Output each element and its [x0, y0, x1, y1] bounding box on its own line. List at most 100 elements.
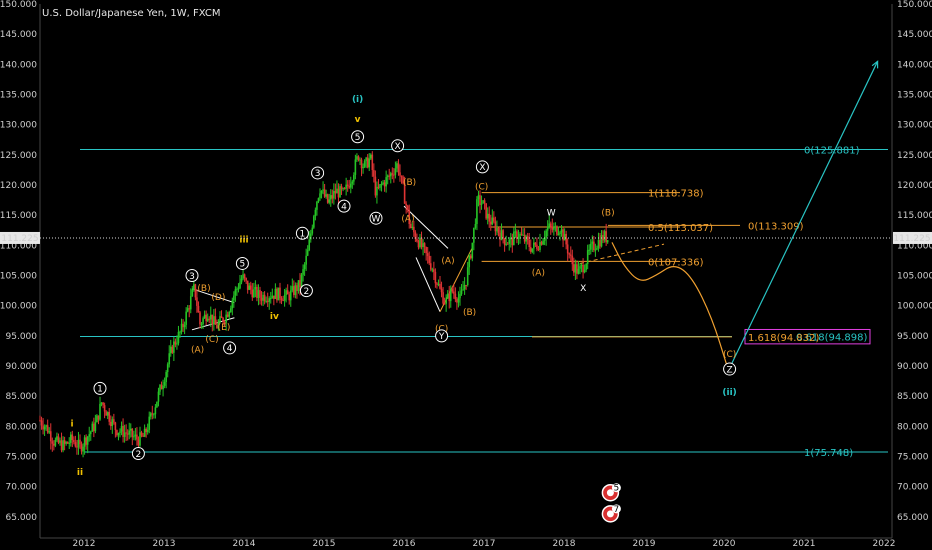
- candle-body: [416, 238, 418, 242]
- candle-body: [134, 434, 137, 437]
- fibonacci-levels: 0(125.881) 0.618(94.898) 1(75.748) 1(118.73…: [80, 146, 888, 459]
- x-tick-label: 2019: [633, 539, 656, 549]
- y-tick-label-left: 110.000: [0, 241, 37, 251]
- wave-label: X: [479, 163, 485, 173]
- candle-body: [388, 175, 391, 177]
- candle-body: [97, 415, 100, 420]
- candle-body: [117, 432, 120, 436]
- candle-body: [353, 174, 355, 182]
- candle-body: [94, 422, 97, 432]
- candle-body: [276, 288, 278, 301]
- wave-label: (B): [601, 208, 614, 218]
- candle-body: [182, 323, 184, 328]
- candle-body: [322, 189, 324, 191]
- candle-body: [569, 254, 572, 256]
- y-tick-label-right: 120.000: [897, 181, 932, 191]
- candle-body: [529, 247, 532, 252]
- candle-body: [474, 224, 477, 228]
- candle-body: [482, 200, 484, 204]
- x-tick-label: 2015: [313, 539, 336, 549]
- candle-body: [602, 235, 604, 241]
- candle-body: [436, 283, 438, 285]
- candle-body: [531, 248, 534, 252]
- candle-body: [357, 156, 360, 160]
- candle-body: [371, 154, 374, 171]
- wave-label: (A): [532, 269, 545, 279]
- wave-label-circle: [351, 130, 365, 144]
- candle-body: [365, 157, 367, 162]
- candle-body: [597, 240, 600, 249]
- candle-body: [68, 442, 71, 444]
- wave-label: 1: [300, 230, 306, 240]
- candle-body: [517, 237, 520, 239]
- candle-body: [348, 186, 351, 188]
- candle-body: [476, 199, 478, 225]
- event-badge-count-bg: [611, 483, 621, 493]
- candle-body: [51, 441, 54, 444]
- candle-body: [406, 205, 409, 210]
- wave-label: (C): [475, 182, 488, 192]
- candle-body: [269, 298, 272, 300]
- candle-body: [223, 321, 226, 323]
- candle-body: [268, 298, 271, 302]
- candle-body: [562, 229, 564, 241]
- candle-body: [146, 429, 149, 433]
- candle-body: [206, 318, 209, 322]
- candle-body: [265, 300, 267, 302]
- wave-label: (B): [403, 178, 416, 188]
- candle-body: [356, 156, 358, 160]
- candle-body: [49, 431, 52, 442]
- candle-body: [211, 314, 214, 325]
- candle-body: [282, 300, 284, 302]
- candle-body: [82, 446, 84, 452]
- candle-body: [393, 174, 395, 176]
- candle-body: [233, 295, 235, 301]
- candle-body: [243, 274, 246, 279]
- candle-body: [511, 237, 514, 246]
- candle-body: [457, 298, 460, 303]
- candle-body: [133, 436, 135, 438]
- wave-label-circle: [475, 160, 489, 174]
- wave-label-circle: [723, 362, 737, 376]
- candle-body: [520, 233, 523, 235]
- y-tick-label-left: 145.000: [0, 30, 37, 40]
- candle-body: [131, 428, 134, 437]
- wave-label-circle: [223, 341, 237, 355]
- y-tick-label-left: 150.000: [0, 0, 37, 10]
- candle-body: [176, 343, 178, 345]
- candle-body: [405, 203, 407, 206]
- y-tick-label-right: 65.000: [897, 513, 929, 523]
- candle-body: [334, 190, 337, 194]
- candle-body: [593, 241, 595, 250]
- wave-label: (A): [191, 345, 204, 355]
- candle-body: [376, 186, 378, 196]
- candle-body: [603, 231, 606, 241]
- x-tick-label: 2020: [713, 539, 736, 549]
- candle-body: [525, 236, 527, 242]
- candle-body: [274, 288, 277, 299]
- candle-body: [588, 249, 591, 251]
- candle-body: [468, 255, 471, 268]
- wave-label-circle: [295, 226, 309, 240]
- candle-body: [483, 200, 486, 204]
- candle-body: [251, 289, 254, 298]
- candle-body: [449, 288, 452, 302]
- candle-body: [599, 240, 601, 247]
- wave-label: (i): [352, 95, 363, 105]
- candle-body: [551, 226, 554, 230]
- projection-arrow-head: [871, 60, 879, 69]
- chart-title: U.S. Dollar/Japanese Yen, 1W, FXCM: [42, 8, 221, 19]
- candle-body: [85, 437, 87, 445]
- candle-body: [445, 298, 447, 304]
- candle-body: [100, 402, 103, 404]
- candle-body: [245, 278, 247, 281]
- candle-body: [366, 157, 369, 168]
- candle-body: [340, 186, 343, 190]
- candle-body: [154, 407, 157, 415]
- candle-body: [188, 308, 191, 310]
- candle-body: [57, 436, 60, 443]
- candle-body: [189, 296, 192, 310]
- candle-body: [359, 159, 361, 161]
- candle-body: [414, 232, 417, 239]
